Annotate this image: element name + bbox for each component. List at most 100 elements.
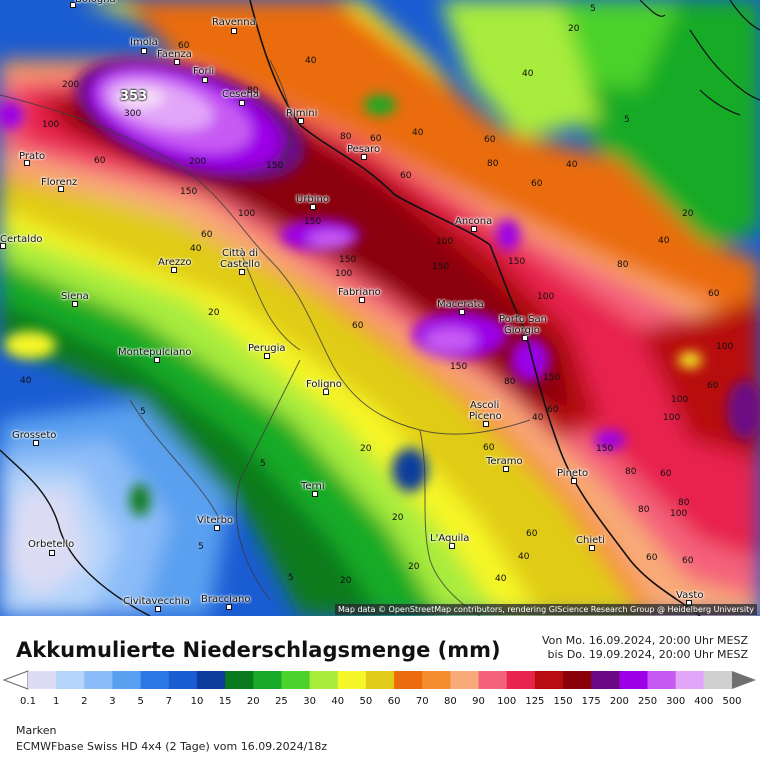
contour-label: 20 — [568, 24, 580, 34]
coastline — [249, 0, 701, 616]
city-marker — [483, 421, 489, 427]
legend-tick-label: 200 — [609, 696, 629, 707]
contour-label: 150 — [266, 161, 284, 171]
city-marker — [174, 59, 180, 65]
legend-tick-label: 1 — [52, 696, 60, 707]
contour-label: 60 — [370, 134, 382, 144]
contour-label: 300 — [124, 109, 142, 119]
contour-label: 150 — [450, 362, 468, 372]
legend-tick-label: 30 — [303, 696, 316, 707]
city-label: Certaldo — [0, 234, 43, 245]
contour-label: 80 — [247, 86, 259, 96]
city-marker — [264, 353, 270, 359]
markers-label: Marken — [16, 724, 57, 737]
legend-swatch — [394, 671, 423, 689]
contour-label: 80 — [625, 467, 637, 477]
legend-tick-label: 300 — [666, 696, 686, 707]
contour-label: 60 — [94, 156, 106, 166]
max-value-label: 353 — [120, 89, 148, 104]
city-label: Piceno — [469, 411, 502, 422]
contour-label: 60 — [352, 321, 364, 331]
city-label: Perugia — [248, 343, 286, 354]
city-label: Grosseto — [12, 430, 57, 441]
city-label: Macerata — [437, 299, 484, 310]
contour-label: 20 — [392, 513, 404, 523]
city-label: Ascoli — [470, 400, 500, 411]
city-label: Bracciano — [201, 594, 251, 605]
legend-swatch — [703, 671, 732, 689]
contour-label: 100 — [335, 269, 353, 279]
contour-label: 60 — [660, 469, 672, 479]
contour-label: 100 — [537, 292, 555, 302]
legend-swatch — [140, 671, 170, 689]
contour-label: 100 — [42, 120, 60, 130]
city-label: Imola — [130, 37, 158, 48]
city-marker — [171, 267, 177, 273]
contour-label: 5 — [624, 115, 630, 125]
city-marker — [503, 466, 509, 472]
legend-tick-label: 5 — [137, 696, 144, 707]
legend-tick-label: 80 — [444, 696, 457, 707]
city-label: Siena — [61, 291, 89, 302]
contour-label: 60 — [483, 443, 495, 453]
city-marker — [72, 301, 78, 307]
contour-label: 150 — [304, 217, 322, 227]
contour-label: 80 — [638, 505, 650, 515]
legend-tick-label: 175 — [581, 696, 601, 707]
legend-swatch — [563, 671, 592, 689]
contour-label: 40 — [518, 552, 530, 562]
legend-swatch — [253, 671, 282, 689]
city-marker — [312, 491, 318, 497]
legend-tick-label: 50 — [359, 696, 373, 707]
contour-label: 100 — [716, 342, 734, 352]
city-marker — [214, 525, 220, 531]
contour-label: 5 — [288, 573, 294, 583]
contour-label: 150 — [432, 262, 450, 272]
city-marker — [226, 604, 232, 610]
city-label: Città di — [222, 248, 259, 259]
contour-label: 200 — [62, 80, 80, 90]
contour-label: 5 — [140, 407, 146, 417]
city-label: Pineto — [557, 468, 589, 479]
city-label: Ancona — [455, 216, 493, 227]
contour-label: 40 — [305, 56, 317, 66]
contour-label: 80 — [617, 260, 629, 270]
legend-colorbar — [2, 670, 756, 690]
city-marker — [155, 606, 161, 612]
coastline-west — [0, 449, 151, 616]
city-marker — [154, 357, 160, 363]
legend-tick-label: 500 — [722, 696, 742, 707]
contour-label: 80 — [487, 159, 499, 169]
contour-label: 40 — [522, 69, 534, 79]
city-label: Faenza — [157, 49, 192, 60]
city-label: Giorgio — [504, 325, 540, 336]
city-marker — [58, 186, 64, 192]
legend-swatch — [168, 671, 198, 689]
city-marker — [202, 77, 208, 83]
legend-tick-label: 2 — [81, 696, 88, 707]
contour-label: 80 — [504, 377, 516, 387]
legend-tick-label: 125 — [525, 696, 545, 707]
legend-tick-label: 20 — [246, 696, 260, 707]
legend-swatch — [337, 671, 367, 689]
precip-layers — [0, 0, 760, 616]
city-marker — [571, 478, 577, 484]
contour-label: 60 — [531, 179, 543, 189]
city-marker — [239, 269, 245, 275]
legend-swatch — [450, 671, 480, 689]
period-box: Von Mo. 16.09.2024, 20:00 Uhr MESZ bis D… — [542, 634, 748, 662]
city-label: Pesaro — [347, 144, 381, 155]
legend-swatch — [675, 671, 705, 689]
legend-swatch — [56, 671, 85, 689]
contour-label: 40 — [412, 128, 424, 138]
city-marker — [459, 309, 465, 315]
city-label: Fabriano — [338, 287, 381, 298]
contour-label: 40 — [495, 574, 507, 584]
contour-label: 100 — [663, 413, 681, 423]
period-to: bis Do. 19.09.2024, 20:00 Uhr MESZ — [547, 648, 748, 661]
precip-core — [0, 58, 760, 516]
contour-label: 60 — [201, 230, 213, 240]
contour-label: 150 — [508, 257, 526, 267]
legend-arrow-left — [2, 670, 29, 690]
city-marker — [49, 550, 55, 556]
